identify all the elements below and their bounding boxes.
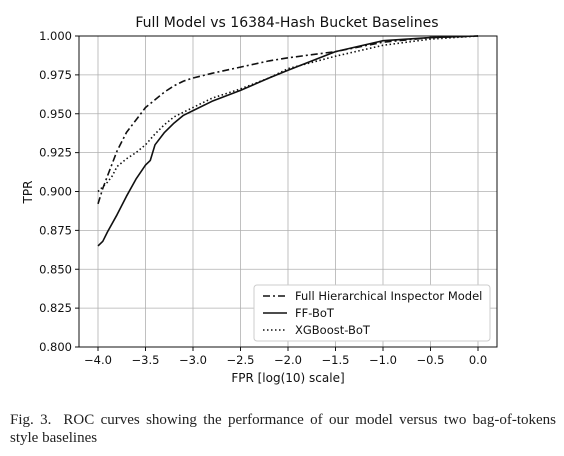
x-tick-label: −2.5 [227, 353, 255, 367]
y-tick-label: 1.000 [39, 29, 72, 43]
series-lines [97, 35, 479, 247]
y-tick-label: 0.975 [39, 68, 72, 82]
x-tick-label: −4.0 [84, 353, 112, 367]
caption-text: ROC curves showing the performance of ou… [10, 412, 556, 446]
legend-label-ff-bot: FF-BoT [295, 306, 335, 320]
x-tick-label: 0.0 [469, 353, 487, 367]
x-tick-label: −1.5 [322, 353, 350, 367]
caption-label: Fig. 3. [10, 412, 52, 428]
x-tick-label: −2.0 [274, 353, 302, 367]
x-tick-label: −3.0 [179, 353, 207, 367]
y-tick-label: 0.925 [39, 146, 72, 160]
x-tick-label: −3.5 [132, 353, 160, 367]
x-tick-label: −0.5 [417, 353, 445, 367]
y-axis-label: TPR [21, 181, 35, 205]
legend-box [253, 284, 491, 342]
y-tick-label: 0.950 [39, 107, 72, 121]
legend: Full Hierarchical Inspector Model FF-BoT… [253, 284, 491, 342]
roc-chart: Full Model vs 16384-Hash Bucket Baseline… [21, 15, 498, 385]
axis-ticks: −4.0 −3.5 −3.0 −2.5 −2.0 −1.5 −1.0 −0.5 0.0 0.800… [39, 29, 487, 367]
series-line-xgboost-bot [97, 35, 479, 193]
y-tick-label: 0.800 [39, 340, 72, 354]
plot-area-frame [78, 35, 498, 348]
y-tick-label: 0.850 [39, 262, 72, 276]
x-tick-label: −1.0 [369, 353, 397, 367]
series-line-full-model [97, 35, 479, 205]
y-tick-label: 0.875 [39, 223, 72, 237]
legend-label-xgboost-bot: XGBoost-BoT [295, 323, 371, 337]
x-axis-label: FPR [log(10) scale] [231, 371, 344, 385]
y-tick-label: 0.825 [39, 301, 72, 315]
chart-title: Full Model vs 16384-Hash Bucket Baseline… [135, 15, 438, 31]
legend-label-full-model: Full Hierarchical Inspector Model [295, 289, 482, 303]
figure-caption: Fig. 3. ROC curves showing the performanc… [10, 411, 556, 447]
series-line-ff-bot [97, 35, 479, 247]
y-tick-label: 0.900 [39, 185, 72, 199]
